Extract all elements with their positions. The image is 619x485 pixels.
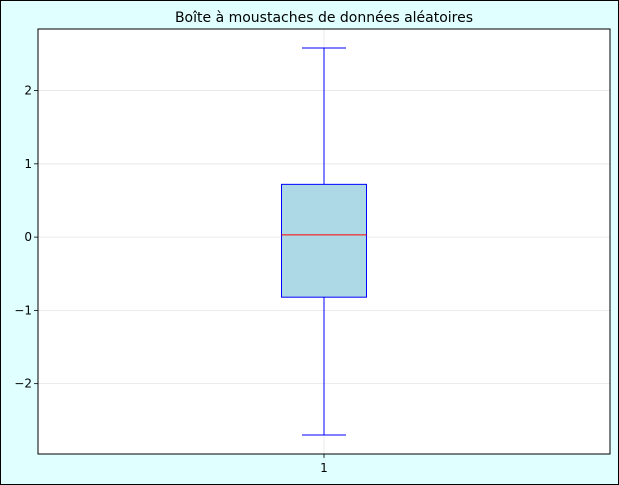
box-iqr (281, 183, 367, 298)
box-plot (281, 47, 367, 436)
axis-ticks: −2 −1 0 1 2 1 (14, 84, 328, 475)
y-tick-label: 0 (24, 230, 32, 244)
chart-title: Boîte à moustaches de données aléatoires (175, 10, 473, 26)
y-tick-label: −1 (14, 303, 32, 317)
y-tick-label: 1 (24, 157, 32, 171)
x-tick-label: 1 (320, 461, 328, 475)
y-tick-label: −2 (14, 377, 32, 391)
y-tick-label: 2 (24, 84, 32, 98)
